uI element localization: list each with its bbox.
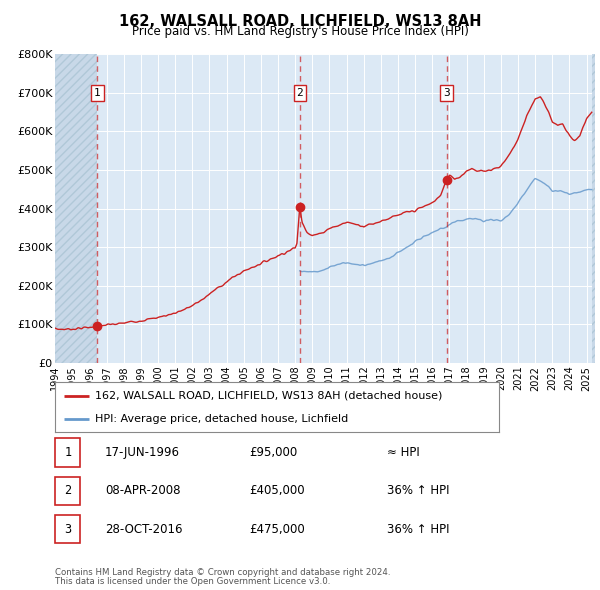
Text: ≈ HPI: ≈ HPI <box>387 446 420 459</box>
Text: 28-OCT-2016: 28-OCT-2016 <box>105 523 182 536</box>
Text: 1: 1 <box>94 88 101 98</box>
Text: 17-JUN-1996: 17-JUN-1996 <box>105 446 180 459</box>
Text: £405,000: £405,000 <box>249 484 305 497</box>
Text: 2: 2 <box>64 484 71 497</box>
Text: 3: 3 <box>64 523 71 536</box>
Text: 162, WALSALL ROAD, LICHFIELD, WS13 8AH: 162, WALSALL ROAD, LICHFIELD, WS13 8AH <box>119 14 481 29</box>
Bar <box>55 54 97 363</box>
Text: 1: 1 <box>64 446 71 459</box>
Bar <box>592 54 595 363</box>
Text: 08-APR-2008: 08-APR-2008 <box>105 484 181 497</box>
Text: This data is licensed under the Open Government Licence v3.0.: This data is licensed under the Open Gov… <box>55 577 331 586</box>
Text: 3: 3 <box>443 88 450 98</box>
Text: 36% ↑ HPI: 36% ↑ HPI <box>387 484 449 497</box>
Text: £475,000: £475,000 <box>249 523 305 536</box>
Text: 36% ↑ HPI: 36% ↑ HPI <box>387 523 449 536</box>
Text: 2: 2 <box>296 88 303 98</box>
Text: HPI: Average price, detached house, Lichfield: HPI: Average price, detached house, Lich… <box>95 414 349 424</box>
Text: 162, WALSALL ROAD, LICHFIELD, WS13 8AH (detached house): 162, WALSALL ROAD, LICHFIELD, WS13 8AH (… <box>95 391 443 401</box>
Text: Price paid vs. HM Land Registry's House Price Index (HPI): Price paid vs. HM Land Registry's House … <box>131 25 469 38</box>
Text: £95,000: £95,000 <box>249 446 297 459</box>
Text: Contains HM Land Registry data © Crown copyright and database right 2024.: Contains HM Land Registry data © Crown c… <box>55 568 391 577</box>
